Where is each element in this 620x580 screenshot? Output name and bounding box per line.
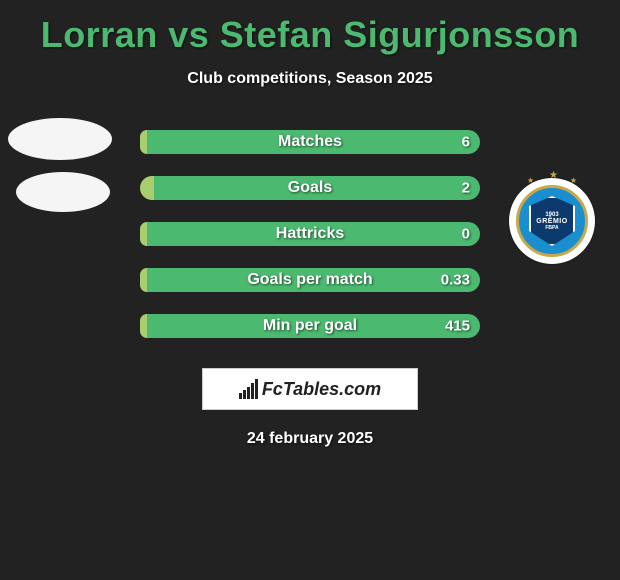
- stat-left-fill: [140, 314, 147, 338]
- club-name: GRÊMIO: [536, 218, 567, 225]
- stat-row: Min per goal 415: [140, 314, 480, 338]
- left-badge-placeholder: [8, 118, 112, 160]
- stat-right-value: 415: [445, 318, 470, 335]
- stat-label: Goals per match: [247, 271, 372, 289]
- icon-bar: [239, 393, 242, 399]
- club-ring: 1903 GRÊMIO FBPA: [516, 185, 588, 257]
- left-badge-placeholder: [16, 172, 110, 212]
- left-club-badges: [8, 118, 112, 212]
- stat-left-fill: [140, 222, 147, 246]
- club-logo: ★ ★ ★ 1903 GRÊMIO FBPA: [509, 178, 595, 264]
- stat-row: Matches 6: [140, 130, 480, 154]
- right-club-badge: ★ ★ ★ 1903 GRÊMIO FBPA: [500, 178, 604, 264]
- stat-left-fill: [140, 130, 147, 154]
- stat-label: Matches: [278, 133, 342, 151]
- page-title: Lorran vs Stefan Sigurjonsson: [0, 0, 620, 56]
- star-icon: ★: [570, 176, 577, 185]
- stat-row: Goals 2: [140, 176, 480, 200]
- stat-row: Goals per match 0.33: [140, 268, 480, 292]
- club-federation: FBPA: [545, 225, 558, 231]
- stat-left-fill: [140, 176, 154, 200]
- icon-bar: [243, 390, 246, 399]
- stat-row: Hattricks 0: [140, 222, 480, 246]
- icon-bar: [247, 387, 250, 399]
- club-shield: 1903 GRÊMIO FBPA: [529, 196, 575, 246]
- branding-box: FcTables.com: [202, 368, 418, 410]
- star-icon: ★: [527, 176, 534, 185]
- stat-left-fill: [140, 268, 147, 292]
- stat-label: Hattricks: [276, 225, 344, 243]
- stat-right-value: 2: [462, 180, 470, 197]
- page-subtitle: Club competitions, Season 2025: [0, 70, 620, 88]
- stat-right-value: 0: [462, 226, 470, 243]
- icon-bar: [251, 383, 254, 399]
- icon-bar: [255, 379, 258, 399]
- stat-label: Min per goal: [263, 317, 357, 335]
- branding-text: FcTables.com: [262, 379, 381, 400]
- stat-label: Goals: [288, 179, 332, 197]
- bar-chart-icon: [239, 379, 258, 399]
- stat-right-value: 0.33: [441, 272, 470, 289]
- stat-right-value: 6: [462, 134, 470, 151]
- date-label: 24 february 2025: [0, 430, 620, 448]
- star-icon: ★: [549, 170, 558, 181]
